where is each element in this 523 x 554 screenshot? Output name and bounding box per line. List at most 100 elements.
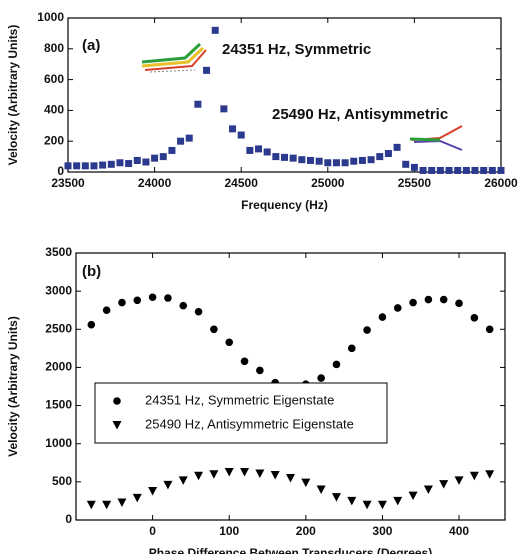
data-point (317, 374, 325, 382)
mode-shape-icon (141, 42, 207, 73)
data-point (81, 162, 89, 170)
data-point (272, 153, 280, 161)
data-point (376, 153, 384, 161)
data-point (203, 66, 211, 74)
data-point (470, 314, 479, 322)
data-point (125, 160, 133, 168)
data-point (102, 306, 111, 315)
data-point (408, 491, 418, 501)
data-point (384, 150, 392, 158)
data-point (497, 166, 505, 174)
annotation: 25490 Hz, Antisymmetric (272, 106, 448, 123)
data-point (419, 166, 427, 174)
data-point (393, 304, 402, 312)
data-point (224, 467, 234, 477)
y-tick-label: 800 (44, 41, 64, 55)
data-point (315, 157, 323, 165)
data-point (107, 160, 115, 168)
data-point (289, 154, 297, 162)
data-point (393, 143, 401, 151)
data-point (455, 299, 463, 308)
data-point (454, 476, 464, 485)
data-point (133, 156, 141, 164)
data-point (454, 166, 462, 174)
data-point (428, 166, 436, 174)
y-tick-label: 1000 (45, 436, 72, 450)
x-tick-label: 25500 (398, 176, 432, 190)
data-point (194, 307, 203, 316)
data-point (118, 298, 126, 307)
data-point (424, 295, 433, 304)
x-tick-label: 400 (449, 524, 469, 538)
data-point (410, 163, 418, 171)
data-point (480, 166, 488, 174)
x-tick-label: 24500 (225, 176, 259, 190)
x-tick-label: 100 (219, 524, 239, 538)
data-point (209, 470, 219, 479)
y-tick-label: 400 (44, 103, 64, 117)
data-point (377, 500, 387, 510)
data-point (445, 166, 453, 174)
data-point (324, 159, 332, 167)
data-point (341, 159, 349, 167)
data-point (86, 500, 96, 510)
data-point (332, 360, 341, 369)
data-point (298, 156, 306, 164)
data-point (240, 357, 249, 366)
data-point (439, 295, 448, 304)
y-tick-label: 500 (52, 474, 72, 488)
x-tick-label: 300 (372, 524, 392, 538)
data-point (439, 480, 449, 489)
x-axis-label: Frequency (Hz) (241, 198, 328, 212)
data-point (246, 146, 254, 154)
data-point (347, 344, 356, 353)
data-point (363, 326, 371, 334)
data-point (133, 296, 142, 305)
x-tick-label: 26000 (484, 176, 518, 190)
data-point (116, 159, 124, 167)
data-point (220, 105, 228, 113)
data-point (163, 480, 173, 490)
data-point (423, 485, 433, 494)
data-point (179, 301, 188, 310)
x-tick-label: 200 (296, 524, 316, 538)
data-point (255, 469, 265, 478)
data-point (306, 156, 314, 164)
data-point (409, 298, 417, 307)
annotation: (a) (82, 37, 100, 54)
data-point (469, 471, 479, 481)
y-tick-label: 1500 (45, 398, 72, 412)
data-point (255, 145, 263, 153)
y-tick-label: 600 (44, 72, 64, 86)
data-point (301, 478, 311, 488)
data-point (462, 166, 470, 174)
x-tick-label: 24000 (138, 176, 172, 190)
data-point (485, 325, 494, 334)
data-point (90, 162, 98, 170)
y-tick-label: 200 (44, 133, 64, 147)
data-point (393, 496, 403, 506)
data-point (178, 476, 188, 485)
data-point (159, 153, 167, 161)
data-point (378, 313, 387, 321)
y-tick-label: 1000 (37, 10, 64, 24)
data-point (210, 325, 218, 334)
data-point (229, 125, 237, 133)
data-point (488, 166, 496, 174)
data-point (194, 100, 202, 108)
data-point (168, 146, 176, 154)
data-point (350, 157, 358, 165)
data-point (225, 338, 234, 347)
annotation: (b) (82, 263, 101, 280)
data-point (64, 162, 72, 170)
data-point (237, 131, 245, 139)
data-point (332, 159, 340, 167)
data-point (402, 160, 410, 168)
data-point (286, 474, 295, 483)
y-tick-label: 3500 (45, 245, 72, 259)
data-point (362, 500, 372, 510)
legend-marker (112, 421, 122, 430)
data-point (485, 470, 495, 479)
data-point (177, 137, 185, 145)
data-point (99, 161, 107, 169)
